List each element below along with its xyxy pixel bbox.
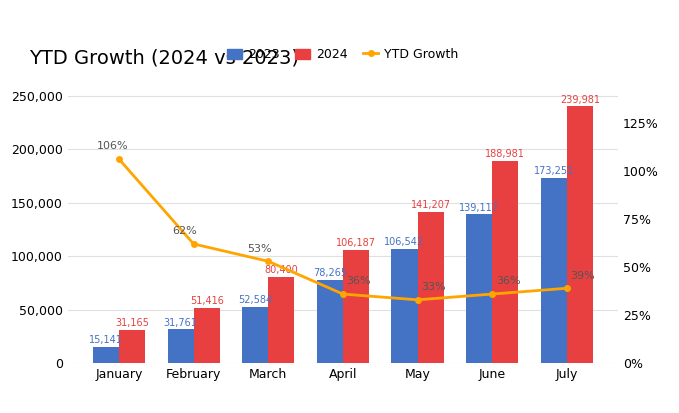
Text: 36%: 36% [346,276,371,286]
Text: 78,265: 78,265 [313,268,347,278]
YTD Growth [264,259,272,264]
YTD Growth [414,297,422,302]
Bar [93,347,119,363]
Bar [268,278,295,363]
Text: YTD Growth (2024 vs 2023): YTD Growth (2024 vs 2023) [29,48,299,67]
Text: 173,251: 173,251 [534,166,574,176]
Text: 36%: 36% [496,276,521,286]
Text: 106%: 106% [96,141,128,152]
Text: 188,981: 188,981 [485,149,525,159]
Text: 31,165: 31,165 [115,318,149,328]
YTD Growth [115,157,123,161]
Text: 52,584: 52,584 [238,295,272,305]
Text: 31,761: 31,761 [164,318,198,328]
Text: 106,542: 106,542 [384,237,424,247]
Legend: 2023, 2024, YTD Growth: 2023, 2024, YTD Growth [222,43,464,66]
Bar [418,212,443,363]
Text: 139,117: 139,117 [459,202,499,213]
Text: 239,981: 239,981 [559,95,600,104]
Text: 62%: 62% [172,226,198,236]
YTD Growth [189,242,198,247]
Line: YTD Growth: YTD Growth [116,157,570,303]
YTD Growth [563,286,571,291]
Bar [540,178,567,363]
Text: 51,416: 51,416 [189,297,223,306]
Bar [391,249,418,363]
Text: 33%: 33% [421,282,446,292]
YTD Growth [339,292,347,297]
Bar [492,161,518,363]
Text: 53%: 53% [247,244,272,254]
Text: 39%: 39% [570,271,595,280]
Bar [119,330,145,363]
Bar [317,280,343,363]
Bar [242,307,268,363]
YTD Growth [488,292,496,297]
Text: 141,207: 141,207 [411,200,451,210]
Text: 80,400: 80,400 [264,266,298,275]
Bar [194,309,220,363]
Text: 15,141: 15,141 [89,335,123,345]
Bar [343,250,369,363]
Bar [168,330,194,363]
Bar [466,214,492,363]
Bar [567,107,593,363]
Text: 106,187: 106,187 [336,238,376,248]
